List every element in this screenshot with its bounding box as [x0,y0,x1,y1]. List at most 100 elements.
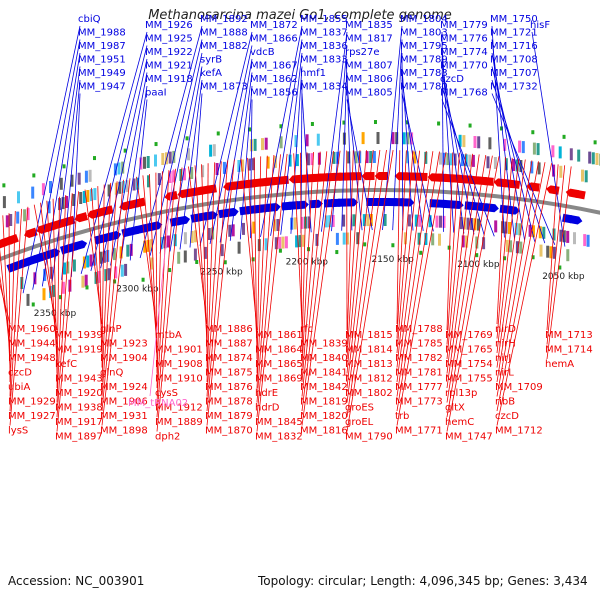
forward-gene-label-hmf1: hmf1 [300,68,326,79]
inner-feature-block-2 [503,138,507,151]
leader-line [441,99,495,237]
leader-line [149,173,158,360]
inner-feature-block-2 [59,177,63,190]
forward-gene-label-mm-1770: MM_1770 [440,61,488,72]
kbp-label: 2200 kbp [286,258,329,268]
inner-feature-block-2 [595,153,599,165]
leader-line [392,39,403,231]
leader-line [491,52,525,241]
rrna-marker [195,259,199,264]
inner-feature-block [468,154,472,167]
outer-feature-block [300,216,304,229]
inner-feature-block [405,151,409,164]
forward-gene-label-rps27e: rps27e [345,47,380,58]
outer-feature-block-2 [183,250,187,263]
outer-feature-block-2 [356,232,360,245]
outer-feature-block [231,224,235,237]
leader-line [32,39,81,290]
leader-line [396,150,407,339]
outer-feature-block-2 [482,237,486,250]
inner-feature-block-2 [2,196,6,209]
leader-line [101,179,124,412]
leader-line [346,150,361,360]
inner-feature-block-2 [391,132,395,145]
inner-feature-block-2 [84,170,88,183]
leader-line [229,72,253,241]
reverse-gene-arrow-shape [100,205,114,216]
outer-feature-block-2 [81,275,85,288]
outer-feature-block-2 [519,241,523,254]
inner-feature-block [332,151,336,164]
gene-labels: cbiQ MM_1988 MM_1987 MM_1951 MM_1949 MM_1947 M… [8,14,593,443]
inner-feature-block-2 [212,144,216,157]
reverse-gene-label-mm-1943: MM_1943 [55,374,103,385]
forward-gene-label-mm-1803: MM_1803 [400,28,448,39]
reverse-gene-label-mm-1901: MM_1901 [155,345,203,356]
reverse-gene-label-mm-1886: MM_1886 [205,324,253,335]
reverse-gene-arrow [361,172,375,181]
leader-line [256,156,262,374]
leader-line [90,45,148,272]
outer-feature-block-2 [237,241,241,254]
outer-feature-block-2 [26,293,30,306]
inner-feature-block [266,156,270,169]
inner-feature-block [464,154,468,167]
outer-feature-block-2 [124,263,128,276]
leader-line [61,79,81,280]
inner-feature-block [486,156,490,169]
inner-feature-block [295,154,299,167]
kbp-label: 2150 kbp [371,255,414,265]
outer-feature-block [477,218,480,231]
reverse-gene-label-mm-1960: MM_1960 [8,324,56,335]
forward-gene-label-mm-1835: MM_1835 [345,20,393,31]
reverse-gene-label-czcd: czcD [495,411,519,422]
leader-line [199,31,253,246]
leader-line [51,66,81,284]
inner-feature-block-2 [521,141,525,154]
leader-line [22,25,81,294]
leader-line [496,163,552,426]
outer-feature-block [362,214,366,227]
outer-feature-block-2 [114,266,118,279]
outer-feature-block [99,251,103,264]
reverse-gene-label-mm-1897: MM_1897 [55,432,103,443]
outer-feature-block-2 [274,237,278,250]
reverse-gene-label-hemc: hemC [445,417,474,428]
inner-feature-block [201,165,205,178]
outer-feature-block [586,234,590,247]
leader-line [446,156,500,432]
inner-feature-block [47,201,51,214]
outer-feature-block-2 [335,232,339,245]
reverse-gene-label-cyss: cysS [155,388,178,399]
reverse-gene-label-mm-1814: MM_1814 [345,345,393,356]
reverse-gene-label-mm-1879: MM_1879 [205,411,253,422]
reverse-gene-arrow [24,227,38,239]
leader-line [396,151,440,412]
inner-feature-block-2 [518,140,522,153]
inner-feature-block-2 [146,156,150,168]
outer-feature-block-2 [505,239,509,252]
inner-feature-block-2 [458,134,462,147]
reverse-gene-arrow-shape [5,234,19,245]
inner-feature-block-2 [532,142,536,155]
rrna-marker [62,164,66,169]
leader-line [546,164,559,331]
leader-line [159,52,203,254]
outer-feature-block-2 [220,244,224,257]
leader-line [396,151,434,397]
leader-line [346,150,367,374]
rrna-marker [216,131,220,136]
leader-line [531,31,566,247]
reverse-gene-label-mm-1908: MM_1908 [155,359,203,370]
outer-feature-block [190,230,194,243]
outer-feature-block-2 [295,235,299,248]
reverse-gene-label-mm-1781: MM_1781 [395,368,443,379]
inner-feature-block [9,214,13,226]
reverse-gene-label-nirl: nirL [495,368,514,379]
outer-feature-block [92,253,96,266]
inner-feature-block [26,208,30,221]
leader-line [101,184,105,368]
outer-feature-block [146,239,150,252]
inner-feature-block [65,196,69,208]
outer-feature-block [562,230,566,243]
